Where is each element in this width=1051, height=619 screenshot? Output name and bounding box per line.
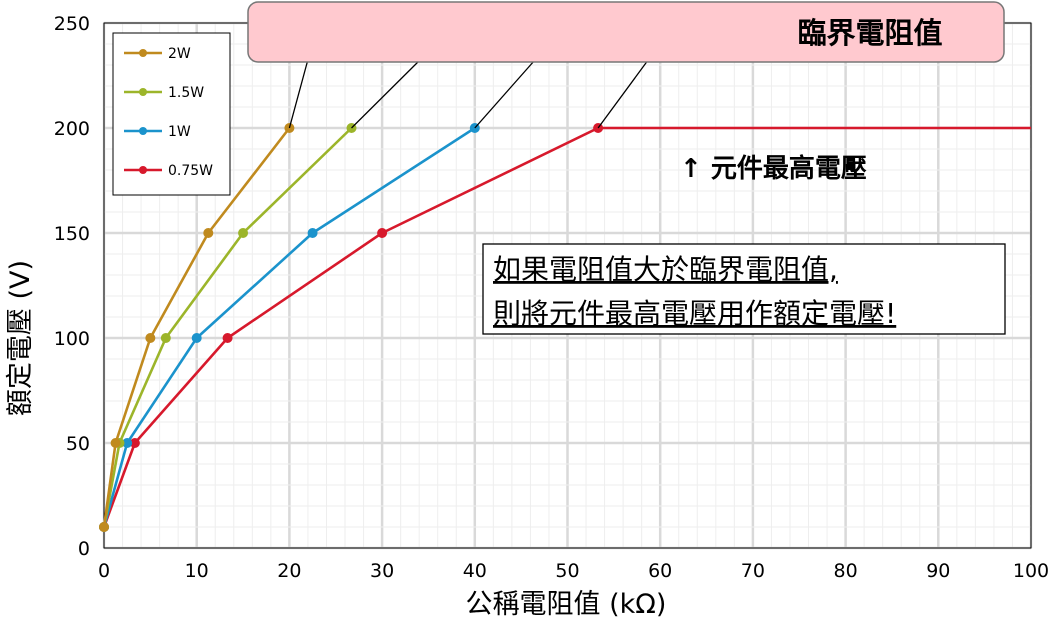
callout-leader xyxy=(351,51,429,129)
legend-swatch-marker xyxy=(139,49,147,57)
x-tick-label: 60 xyxy=(648,560,672,582)
legend-item-1W: 1W xyxy=(124,124,191,140)
data-point xyxy=(284,123,295,133)
data-point xyxy=(377,228,388,238)
x-tick-label: 50 xyxy=(555,560,579,582)
data-point xyxy=(122,438,133,448)
x-axis-ticks: 0 10 20 30 40 50 60 70 80 90 100 xyxy=(98,560,1049,582)
y-axis-ticks: 0 50 100 150 200 250 xyxy=(54,13,90,560)
x-tick-label: 100 xyxy=(1013,560,1049,582)
callout-leader xyxy=(597,51,655,129)
data-point xyxy=(203,228,214,238)
x-tick-label: 10 xyxy=(185,560,209,582)
y-tick-label: 0 xyxy=(78,538,90,560)
x-tick-label: 40 xyxy=(463,560,487,582)
x-tick-label: 80 xyxy=(834,560,858,582)
data-point xyxy=(129,438,140,448)
legend: 2W 1.5W 1W 0.75W xyxy=(112,32,231,196)
critical-resistance-banner: 臨界電阻值 xyxy=(247,1,1005,63)
series-layer xyxy=(99,123,1031,532)
data-point xyxy=(191,333,202,343)
data-point xyxy=(99,522,109,532)
legend-item-2W: 2W xyxy=(124,46,191,62)
data-point xyxy=(307,228,318,238)
series-line xyxy=(102,126,1031,528)
banner-title: 臨界電阻值 xyxy=(797,16,942,50)
x-tick-label: 0 xyxy=(98,560,110,582)
note-line-2: 則將元件最高電壓用作額定電壓! xyxy=(493,297,896,330)
x-tick-label: 20 xyxy=(277,560,301,582)
max-voltage-note: ↑ 元件最高電壓 xyxy=(680,153,867,184)
series-2W xyxy=(99,123,295,532)
y-tick-label: 200 xyxy=(54,118,90,140)
data-point xyxy=(110,438,121,448)
x-tick-label: 30 xyxy=(370,560,394,582)
y-tick-label: 250 xyxy=(54,13,90,35)
data-point xyxy=(160,333,171,343)
data-point xyxy=(222,333,233,343)
x-axis-title: 公稱電阻值 (kΩ) xyxy=(466,589,667,619)
legend-swatch-marker xyxy=(139,127,147,135)
note-line-1: 如果電阻值大於臨界電阻值, xyxy=(493,253,838,286)
series-0.75W xyxy=(99,123,1031,532)
legend-swatch-marker xyxy=(139,166,147,174)
legend-label: 1.5W xyxy=(168,85,204,101)
x-tick-label: 90 xyxy=(926,560,950,582)
y-tick-label: 150 xyxy=(54,223,90,245)
legend-label: 1W xyxy=(168,124,191,140)
y-tick-label: 50 xyxy=(66,433,90,455)
y-tick-label: 100 xyxy=(54,328,90,350)
data-point xyxy=(145,333,156,343)
explanation-note: 如果電阻值大於臨界電阻值, 則將元件最高電壓用作額定電壓! xyxy=(482,243,1006,335)
callout-leader xyxy=(474,51,543,129)
legend-label: 0.75W xyxy=(168,163,213,179)
legend-swatch-marker xyxy=(139,88,147,96)
callout-leader xyxy=(288,51,311,129)
legend-item-1.5W: 1.5W xyxy=(124,85,204,101)
legend-label: 2W xyxy=(168,46,191,62)
data-point xyxy=(238,228,249,238)
legend-item-0.75W: 0.75W xyxy=(124,163,213,179)
y-axis-title: 額定電壓 (V) xyxy=(5,260,36,416)
x-tick-label: 70 xyxy=(741,560,765,582)
